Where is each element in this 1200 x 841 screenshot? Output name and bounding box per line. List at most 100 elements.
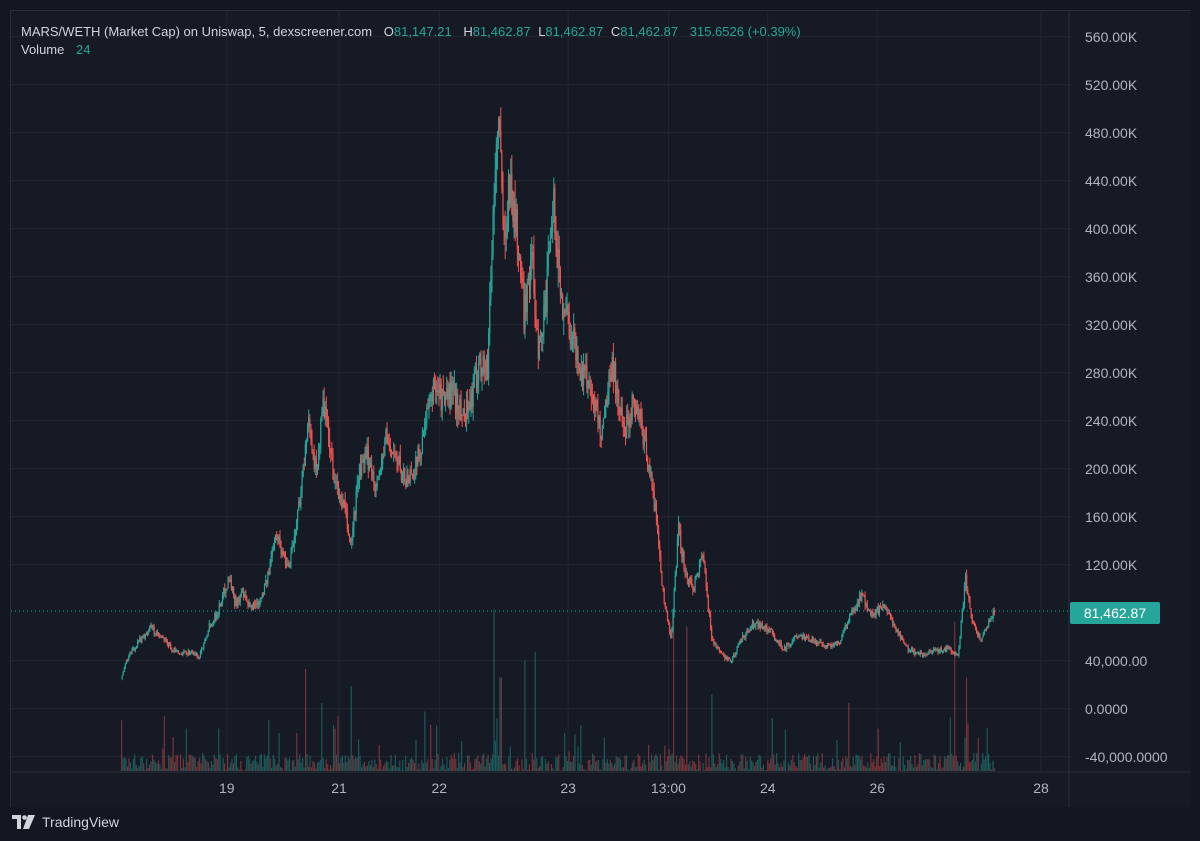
volume-bar (508, 756, 510, 771)
price-chart[interactable]: 560.00K 520.00K 480.00K 440.00K 400.00K 360.0… (11, 11, 1191, 807)
candle-body (650, 473, 652, 476)
candle-body (740, 639, 743, 641)
legend-row-volume: Volume 24 (21, 41, 801, 59)
volume-bar (890, 765, 893, 771)
chart-area[interactable]: 560.00K 520.00K 480.00K 440.00K 400.00K 360.0… (10, 10, 1191, 807)
volume-bar (696, 769, 698, 771)
volume-bar (241, 769, 243, 771)
candle-body (644, 435, 646, 438)
volume-bar (634, 767, 636, 771)
candle-body (181, 653, 183, 656)
volume-bar (971, 759, 974, 771)
candle-body (130, 653, 132, 655)
footer-branding[interactable]: TradingView (12, 812, 119, 832)
candle-body (584, 365, 586, 371)
volume-bar (590, 764, 592, 771)
volume-bar (561, 770, 563, 771)
candle-body (694, 579, 696, 591)
volume-bar (349, 758, 351, 771)
candle-body (576, 350, 578, 361)
candle-body (934, 649, 936, 651)
volume-bar (306, 753, 308, 771)
volume-bar (814, 765, 816, 771)
volume-bar (965, 677, 968, 771)
candle-body (280, 546, 282, 555)
volume-bar (546, 763, 548, 771)
volume-bar (647, 744, 650, 771)
volume-bar (929, 759, 931, 771)
candle-body (460, 399, 462, 415)
volume-bar (731, 760, 734, 771)
candle-body (780, 642, 782, 649)
candle-body (595, 400, 597, 411)
candle-body (401, 475, 404, 481)
volume-bar (315, 768, 317, 771)
candle-body (953, 651, 956, 654)
candle-body (289, 563, 291, 567)
volume-bar (600, 770, 603, 771)
candle-body (936, 648, 938, 650)
volume-bar (146, 759, 148, 771)
tradingview-logo-icon (12, 815, 35, 829)
volume-bar (943, 756, 946, 771)
candle-body (607, 391, 609, 407)
candle-body (165, 638, 167, 642)
volume-bar (135, 764, 137, 771)
candle-body (346, 511, 348, 529)
volume-bar (168, 754, 170, 771)
volume-bar (649, 762, 651, 771)
candle-body (203, 643, 205, 649)
candle-body (249, 602, 251, 607)
volume-bar (272, 754, 274, 771)
candle-body (915, 652, 917, 655)
volume-bar (681, 756, 684, 771)
volume-bar (659, 754, 661, 771)
volume-bar (393, 765, 395, 771)
candle-body (303, 465, 305, 467)
candle-body (580, 368, 582, 381)
candle-body (418, 448, 420, 459)
candle-body (707, 596, 709, 611)
volume-bar (652, 760, 654, 771)
candle-body (331, 452, 333, 454)
volume-bar (914, 754, 916, 771)
candle-body (696, 573, 698, 577)
candle-body (430, 394, 432, 399)
volume-bar (462, 767, 464, 771)
candle-body (497, 118, 500, 136)
volume-bar (148, 764, 151, 771)
candle-body (205, 637, 207, 639)
candle-body (712, 638, 714, 640)
candle-body (722, 653, 724, 655)
candle-body (968, 594, 970, 599)
candle-body (677, 523, 680, 540)
candle-body (619, 412, 621, 414)
volume-bar (452, 758, 454, 771)
candle-body (524, 294, 526, 330)
volume-bar (558, 754, 560, 771)
volume-bar (343, 762, 345, 771)
volume-bar (883, 756, 885, 771)
candle-body (228, 578, 230, 581)
candle-body (390, 450, 393, 452)
volume-bar (277, 763, 279, 771)
volume-bar (698, 754, 700, 771)
volume-bar (380, 759, 382, 771)
volume-bar (577, 746, 579, 771)
volume-bar (568, 751, 570, 771)
candle-body (750, 625, 752, 628)
candle-body (218, 603, 220, 615)
volume-bar (859, 759, 862, 771)
candle-body (692, 585, 694, 590)
candle-body (850, 612, 852, 616)
candle-body (447, 388, 449, 399)
volume-bar (253, 759, 255, 771)
candle-body (904, 642, 906, 644)
volume-bar (617, 757, 619, 771)
candle-body (779, 642, 781, 646)
candle-body (506, 222, 508, 235)
volume-bar (792, 755, 794, 771)
volume-bar (594, 761, 597, 771)
candle-body (216, 614, 218, 619)
y-tick-label: 200.00K (1085, 461, 1138, 477)
